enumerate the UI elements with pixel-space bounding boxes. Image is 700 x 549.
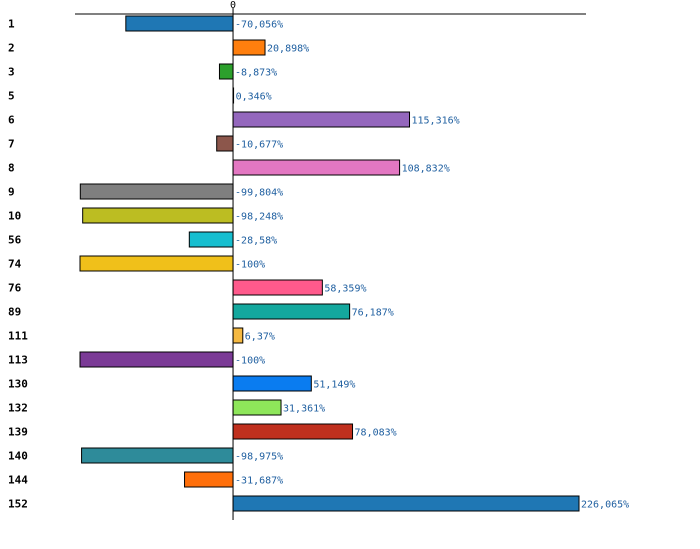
category-label-111: 111: [8, 330, 28, 343]
bar-152: [232, 495, 580, 512]
value-label-8: 108,832%: [402, 164, 450, 175]
bar-74: [79, 255, 234, 272]
bar-8: [232, 159, 401, 176]
bar-3: [218, 63, 234, 80]
bar-111: [232, 327, 244, 344]
bar-56: [188, 231, 234, 248]
bar-113: [79, 351, 234, 368]
bar-139: [232, 423, 354, 440]
value-label-56: -28,58%: [235, 236, 277, 247]
value-label-7: -10,677%: [235, 140, 283, 151]
bar-9: [79, 183, 234, 200]
category-label-7: 7: [8, 138, 15, 151]
value-label-9: -99,804%: [235, 188, 283, 199]
value-label-74: -100%: [235, 260, 265, 271]
bar-1: [125, 15, 234, 32]
category-label-9: 9: [8, 186, 15, 199]
bar-6: [232, 111, 411, 128]
category-label-8: 8: [8, 162, 15, 175]
value-label-139: 78,083%: [355, 428, 397, 439]
value-label-132: 31,361%: [283, 404, 325, 415]
category-label-2: 2: [8, 42, 15, 55]
value-label-152: 226,065%: [581, 500, 629, 511]
bar-2: [232, 39, 266, 56]
category-label-152: 152: [8, 498, 28, 511]
value-label-6: 115,316%: [412, 116, 460, 127]
category-label-139: 139: [8, 426, 28, 439]
zero-tick-label: 0: [230, 0, 236, 11]
bar-7: [216, 135, 234, 152]
category-label-140: 140: [8, 450, 28, 463]
category-label-130: 130: [8, 378, 28, 391]
category-label-89: 89: [8, 306, 21, 319]
bar-10: [82, 207, 234, 224]
category-label-6: 6: [8, 114, 15, 127]
category-label-74: 74: [8, 258, 22, 271]
value-label-3: -8,873%: [235, 68, 277, 79]
category-label-10: 10: [8, 210, 21, 223]
value-label-140: -98,975%: [235, 452, 283, 463]
category-label-144: 144: [8, 474, 28, 487]
bar-132: [232, 399, 282, 416]
category-label-76: 76: [8, 282, 22, 295]
bar-140: [81, 447, 234, 464]
category-label-56: 56: [8, 234, 22, 247]
value-label-89: 76,187%: [352, 308, 394, 319]
value-label-10: -98,248%: [235, 212, 283, 223]
value-label-1: -70,056%: [235, 20, 283, 31]
category-label-5: 5: [8, 90, 15, 103]
category-label-132: 132: [8, 402, 28, 415]
value-label-76: 58,359%: [324, 284, 366, 295]
value-label-111: 6,37%: [245, 332, 275, 343]
bar-76: [232, 279, 323, 296]
bar-144: [184, 471, 234, 488]
bar-89: [232, 303, 351, 320]
category-label-1: 1: [8, 18, 15, 31]
value-label-144: -31,687%: [235, 476, 283, 487]
bars-group: 1 -70,056% 2 20,898% 3 -8,873% 5 0,346% 6 115,316…: [8, 15, 629, 512]
value-label-113: -100%: [235, 356, 265, 367]
value-label-2: 20,898%: [267, 44, 309, 55]
value-label-5: 0,346%: [236, 92, 272, 103]
category-label-113: 113: [8, 354, 28, 367]
category-label-3: 3: [8, 66, 15, 79]
bar-130: [232, 375, 312, 392]
value-label-130: 51,149%: [313, 380, 355, 391]
